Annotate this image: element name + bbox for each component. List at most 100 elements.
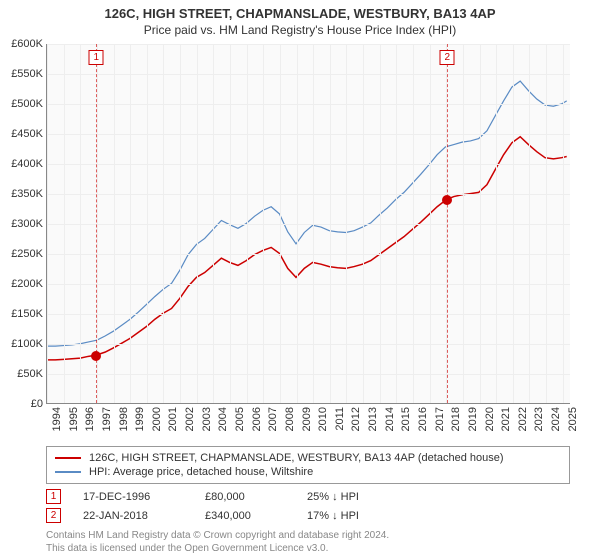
reference-line	[447, 44, 448, 403]
v-gridline	[313, 44, 314, 403]
chart-container: 126C, HIGH STREET, CHAPMANSLADE, WESTBUR…	[0, 0, 600, 560]
v-gridline	[529, 44, 530, 403]
v-gridline	[396, 44, 397, 403]
h-gridline	[47, 344, 570, 345]
series-hpi	[47, 81, 567, 346]
x-axis-label: 1997	[101, 407, 113, 431]
y-axis-label: £100K	[11, 338, 43, 350]
footer-line: Contains HM Land Registry data © Crown c…	[46, 530, 570, 543]
y-axis-label: £50K	[17, 368, 43, 380]
x-axis-label: 2012	[350, 407, 362, 431]
x-axis-label: 1999	[134, 407, 146, 431]
h-gridline	[47, 104, 570, 105]
legend-item-hpi: HPI: Average price, detached house, Wilt…	[55, 465, 561, 479]
x-axis-label: 1998	[118, 407, 130, 431]
reference-marker-dot	[442, 195, 452, 205]
v-gridline	[346, 44, 347, 403]
v-gridline	[147, 44, 148, 403]
x-axis-label: 1994	[51, 407, 63, 431]
x-axis-label: 2008	[284, 407, 296, 431]
h-gridline	[47, 74, 570, 75]
v-gridline	[430, 44, 431, 403]
x-axis-label: 2022	[517, 407, 529, 431]
transaction-date: 17-DEC-1996	[83, 491, 183, 503]
v-gridline	[513, 44, 514, 403]
x-axis-label: 2009	[301, 407, 313, 431]
v-gridline	[114, 44, 115, 403]
legend-item-property: 126C, HIGH STREET, CHAPMANSLADE, WESTBUR…	[55, 451, 561, 465]
y-axis-label: £600K	[11, 38, 43, 50]
h-gridline	[47, 314, 570, 315]
y-axis-label: £450K	[11, 128, 43, 140]
transaction-pct: 25% ↓ HPI	[307, 491, 417, 503]
v-gridline	[180, 44, 181, 403]
x-axis-label: 1996	[84, 407, 96, 431]
v-gridline	[80, 44, 81, 403]
v-gridline	[380, 44, 381, 403]
x-axis-label: 2019	[467, 407, 479, 431]
h-gridline	[47, 134, 570, 135]
h-gridline	[47, 374, 570, 375]
v-gridline	[247, 44, 248, 403]
x-axis-label: 2010	[317, 407, 329, 431]
footer-line: This data is licensed under the Open Gov…	[46, 543, 570, 556]
v-gridline	[230, 44, 231, 403]
v-gridline	[213, 44, 214, 403]
h-gridline	[47, 254, 570, 255]
x-axis-label: 2021	[500, 407, 512, 431]
v-gridline	[47, 44, 48, 403]
v-gridline	[413, 44, 414, 403]
title-subtitle: Price paid vs. HM Land Registry's House …	[0, 21, 600, 37]
v-gridline	[546, 44, 547, 403]
x-axis-label: 2020	[484, 407, 496, 431]
title-address: 126C, HIGH STREET, CHAPMANSLADE, WESTBUR…	[0, 6, 600, 21]
v-gridline	[563, 44, 564, 403]
x-axis-label: 2024	[550, 407, 562, 431]
h-gridline	[47, 164, 570, 165]
x-axis-label: 2014	[384, 407, 396, 431]
transactions-block: 1 17-DEC-1996 £80,000 25% ↓ HPI 2 22-JAN…	[46, 487, 570, 525]
x-axis-label: 2001	[167, 407, 179, 431]
h-gridline	[47, 224, 570, 225]
x-axis-label: 1995	[68, 407, 80, 431]
y-axis-label: £500K	[11, 98, 43, 110]
x-axis-label: 2007	[267, 407, 279, 431]
v-gridline	[163, 44, 164, 403]
y-axis-label: £250K	[11, 248, 43, 260]
transaction-marker: 1	[46, 489, 61, 504]
transaction-date: 22-JAN-2018	[83, 510, 183, 522]
v-gridline	[197, 44, 198, 403]
x-axis-label: 2011	[334, 407, 346, 431]
v-gridline	[130, 44, 131, 403]
v-gridline	[480, 44, 481, 403]
x-axis-label: 2017	[434, 407, 446, 431]
x-axis-label: 2016	[417, 407, 429, 431]
transaction-pct: 17% ↓ HPI	[307, 510, 417, 522]
legend-swatch	[55, 471, 81, 473]
h-gridline	[47, 194, 570, 195]
v-gridline	[263, 44, 264, 403]
transaction-price: £340,000	[205, 510, 285, 522]
reference-marker-dot	[91, 351, 101, 361]
y-axis-label: £300K	[11, 218, 43, 230]
x-axis-label: 2025	[567, 407, 579, 431]
transaction-marker: 2	[46, 508, 61, 523]
x-axis-label: 2002	[184, 407, 196, 431]
reference-marker-box: 2	[440, 50, 455, 65]
v-gridline	[297, 44, 298, 403]
x-axis-label: 2004	[217, 407, 229, 431]
y-axis-label: £0	[31, 398, 43, 410]
y-axis-label: £550K	[11, 68, 43, 80]
x-axis-label: 2023	[533, 407, 545, 431]
v-gridline	[363, 44, 364, 403]
title-block: 126C, HIGH STREET, CHAPMANSLADE, WESTBUR…	[0, 0, 600, 37]
reference-line	[96, 44, 97, 403]
plot-region: £0£50K£100K£150K£200K£250K£300K£350K£400…	[46, 44, 570, 404]
y-axis-label: £350K	[11, 188, 43, 200]
legend-swatch	[55, 457, 81, 459]
footer-attribution: Contains HM Land Registry data © Crown c…	[46, 530, 570, 555]
series-property	[47, 137, 567, 360]
v-gridline	[64, 44, 65, 403]
x-axis-label: 2005	[234, 407, 246, 431]
transaction-row: 2 22-JAN-2018 £340,000 17% ↓ HPI	[46, 506, 570, 525]
